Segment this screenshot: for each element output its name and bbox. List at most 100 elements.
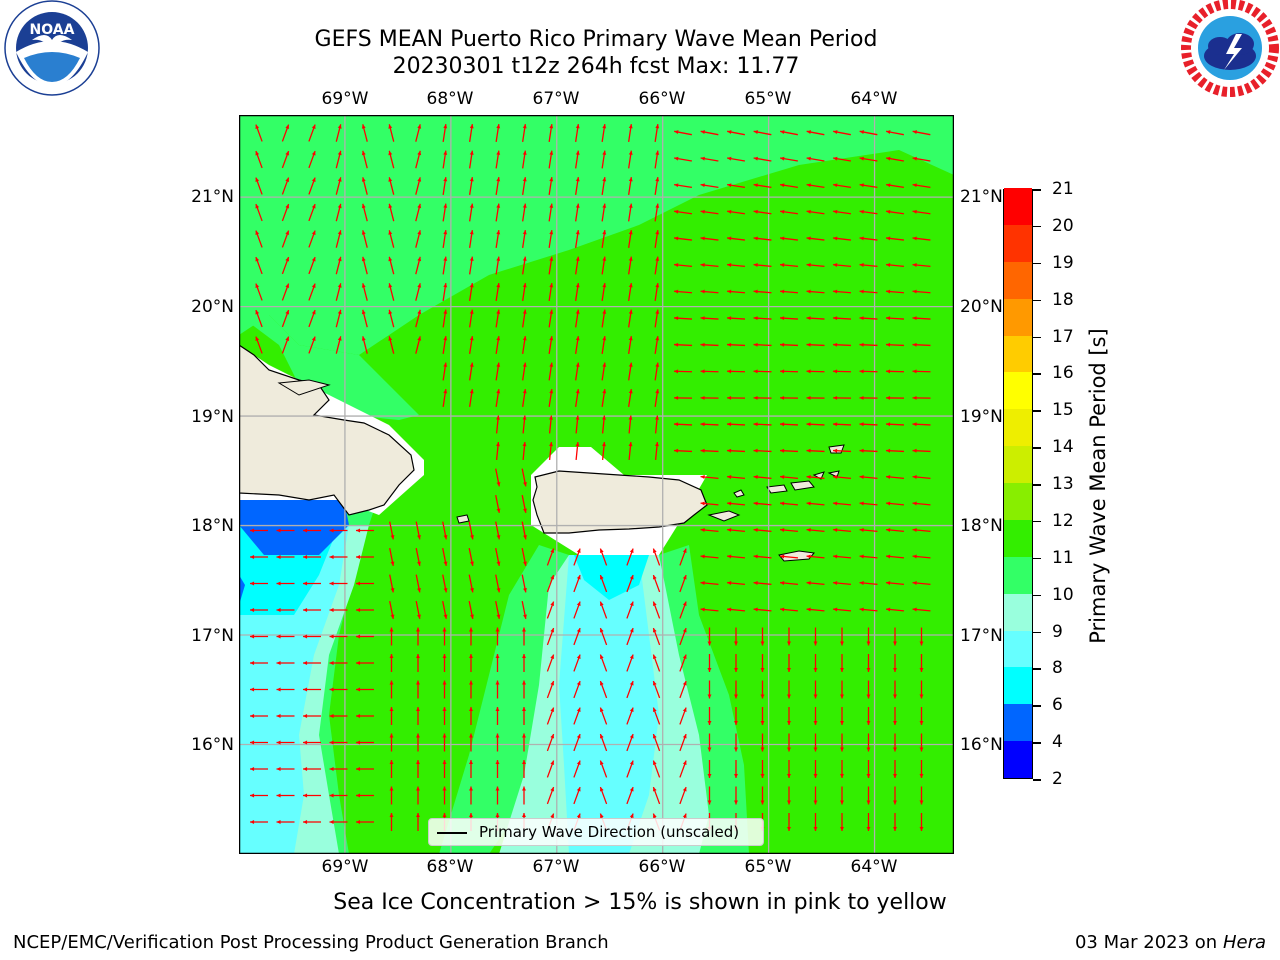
wave-direction-arrow <box>813 627 818 646</box>
wave-direction-arrow <box>859 422 878 427</box>
lat-label-left: 16°N <box>191 735 234 755</box>
wave-direction-arrow <box>840 733 844 752</box>
wave-direction-arrow <box>707 707 712 725</box>
wave-direction-arrow <box>919 627 924 646</box>
wave-direction-arrow <box>912 342 931 347</box>
wave-direction-arrow <box>329 555 348 559</box>
wave-direction-arrow <box>673 448 693 453</box>
wave-direction-arrow <box>779 289 799 294</box>
wave-direction-arrow <box>546 601 555 619</box>
nws-logo <box>1180 0 1280 100</box>
wave-direction-arrow <box>885 448 905 453</box>
wave-direction-arrow <box>859 263 878 268</box>
wave-direction-arrow <box>912 263 931 268</box>
wave-direction-arrow <box>276 687 295 692</box>
colorbar-segment <box>1004 445 1032 483</box>
wave-direction-arrow <box>546 760 555 778</box>
wave-direction-arrow <box>859 475 878 480</box>
wave-direction-arrow <box>599 574 608 593</box>
wave-direction-arrow <box>575 256 580 275</box>
wave-direction-arrow <box>626 654 634 672</box>
colorbar-tick <box>1033 631 1041 633</box>
wave-direction-arrow <box>893 733 897 752</box>
wave-direction-arrow <box>250 555 268 559</box>
wave-direction-arrow <box>415 601 421 619</box>
wave-direction-arrow <box>700 236 719 241</box>
wave-direction-arrow <box>626 786 634 805</box>
wave-direction-arrow <box>495 124 501 142</box>
colorbar-tick-label: 9 <box>1052 621 1063 642</box>
wave-direction-arrow <box>469 733 473 752</box>
colorbar-tick-label: 16 <box>1052 363 1074 384</box>
wave-direction-arrow <box>573 654 581 672</box>
wave-direction-arrow <box>308 256 316 275</box>
wave-direction-arrow <box>779 528 799 533</box>
wave-direction-arrow <box>415 574 421 593</box>
footer-date-text: 03 Mar 2023 on <box>1074 932 1218 953</box>
wave-direction-arrow <box>726 289 746 294</box>
colorbar-tick <box>1033 705 1041 707</box>
wave-direction-arrow <box>250 767 268 771</box>
wave-direction-arrow <box>495 415 500 434</box>
wave-direction-arrow <box>415 177 422 195</box>
land-st-thomas <box>766 484 788 494</box>
wave-direction-arrow <box>832 581 852 586</box>
wave-direction-arrow <box>469 786 473 805</box>
colorbar-segment <box>1004 335 1032 373</box>
wave-direction-arrow <box>303 767 321 771</box>
wave-direction-arrow <box>760 733 765 752</box>
wave-direction-arrow <box>787 654 791 672</box>
wave-direction-arrow <box>601 441 606 461</box>
wave-direction-arrow <box>885 369 905 374</box>
wave-direction-arrow <box>753 369 772 374</box>
wave-direction-arrow <box>281 283 290 301</box>
colorbar-tick-label: 8 <box>1052 658 1063 679</box>
wave-direction-arrow <box>912 156 931 162</box>
colorbar-tick-label: 15 <box>1052 400 1074 421</box>
wave-direction-arrow <box>840 680 844 699</box>
wave-direction-arrow <box>573 574 581 593</box>
wave-direction-arrow <box>859 554 878 559</box>
wave-direction-arrow <box>674 156 692 162</box>
wave-direction-arrow <box>734 654 738 672</box>
wave-direction-arrow <box>442 574 448 593</box>
wave-direction-arrow <box>679 680 687 699</box>
wave-direction-arrow <box>700 316 719 321</box>
wave-direction-arrow <box>886 156 904 162</box>
colorbar-tick-label: 2 <box>1052 769 1063 789</box>
wave-direction-arrow <box>442 521 448 540</box>
lat-label-right: 21°N <box>960 187 1003 207</box>
wave-direction-arrow <box>573 627 581 646</box>
wave-direction-arrow <box>281 336 290 354</box>
wave-direction-arrow <box>813 813 818 831</box>
lat-label-left: 18°N <box>191 516 234 536</box>
wave-direction-arrow <box>601 150 607 169</box>
wave-direction-arrow <box>840 813 844 831</box>
wave-direction-arrow <box>276 714 295 718</box>
wave-direction-arrow <box>885 209 905 215</box>
wave-direction-arrow <box>832 475 852 480</box>
wave-direction-arrow <box>601 256 607 275</box>
wave-direction-arrow <box>495 389 501 407</box>
wave-direction-arrow <box>753 289 772 294</box>
lon-label-bottom: 68°W <box>426 857 474 877</box>
wave-direction-arrow <box>548 256 554 275</box>
wave-direction-arrow <box>679 707 687 725</box>
lon-label-top: 65°W <box>744 89 792 109</box>
wave-direction-arrow <box>329 581 348 586</box>
wave-direction-arrow <box>469 283 474 301</box>
colorbar-tick <box>1033 742 1041 744</box>
wave-direction-arrow <box>673 369 693 374</box>
colorbar-tick <box>1033 373 1041 375</box>
wave-direction-arrow <box>654 256 660 275</box>
wave-direction-arrow <box>389 733 394 752</box>
wave-direction-arrow <box>700 130 719 136</box>
wave-direction-arrow <box>806 422 825 427</box>
wave-direction-arrow <box>626 601 634 619</box>
wave-direction-arrow <box>521 548 527 566</box>
wave-direction-arrow <box>495 707 500 725</box>
wave-direction-arrow <box>912 289 931 294</box>
wave-direction-arrow <box>726 263 746 268</box>
colorbar-tick <box>1033 225 1041 228</box>
wave-direction-arrow <box>912 501 931 506</box>
